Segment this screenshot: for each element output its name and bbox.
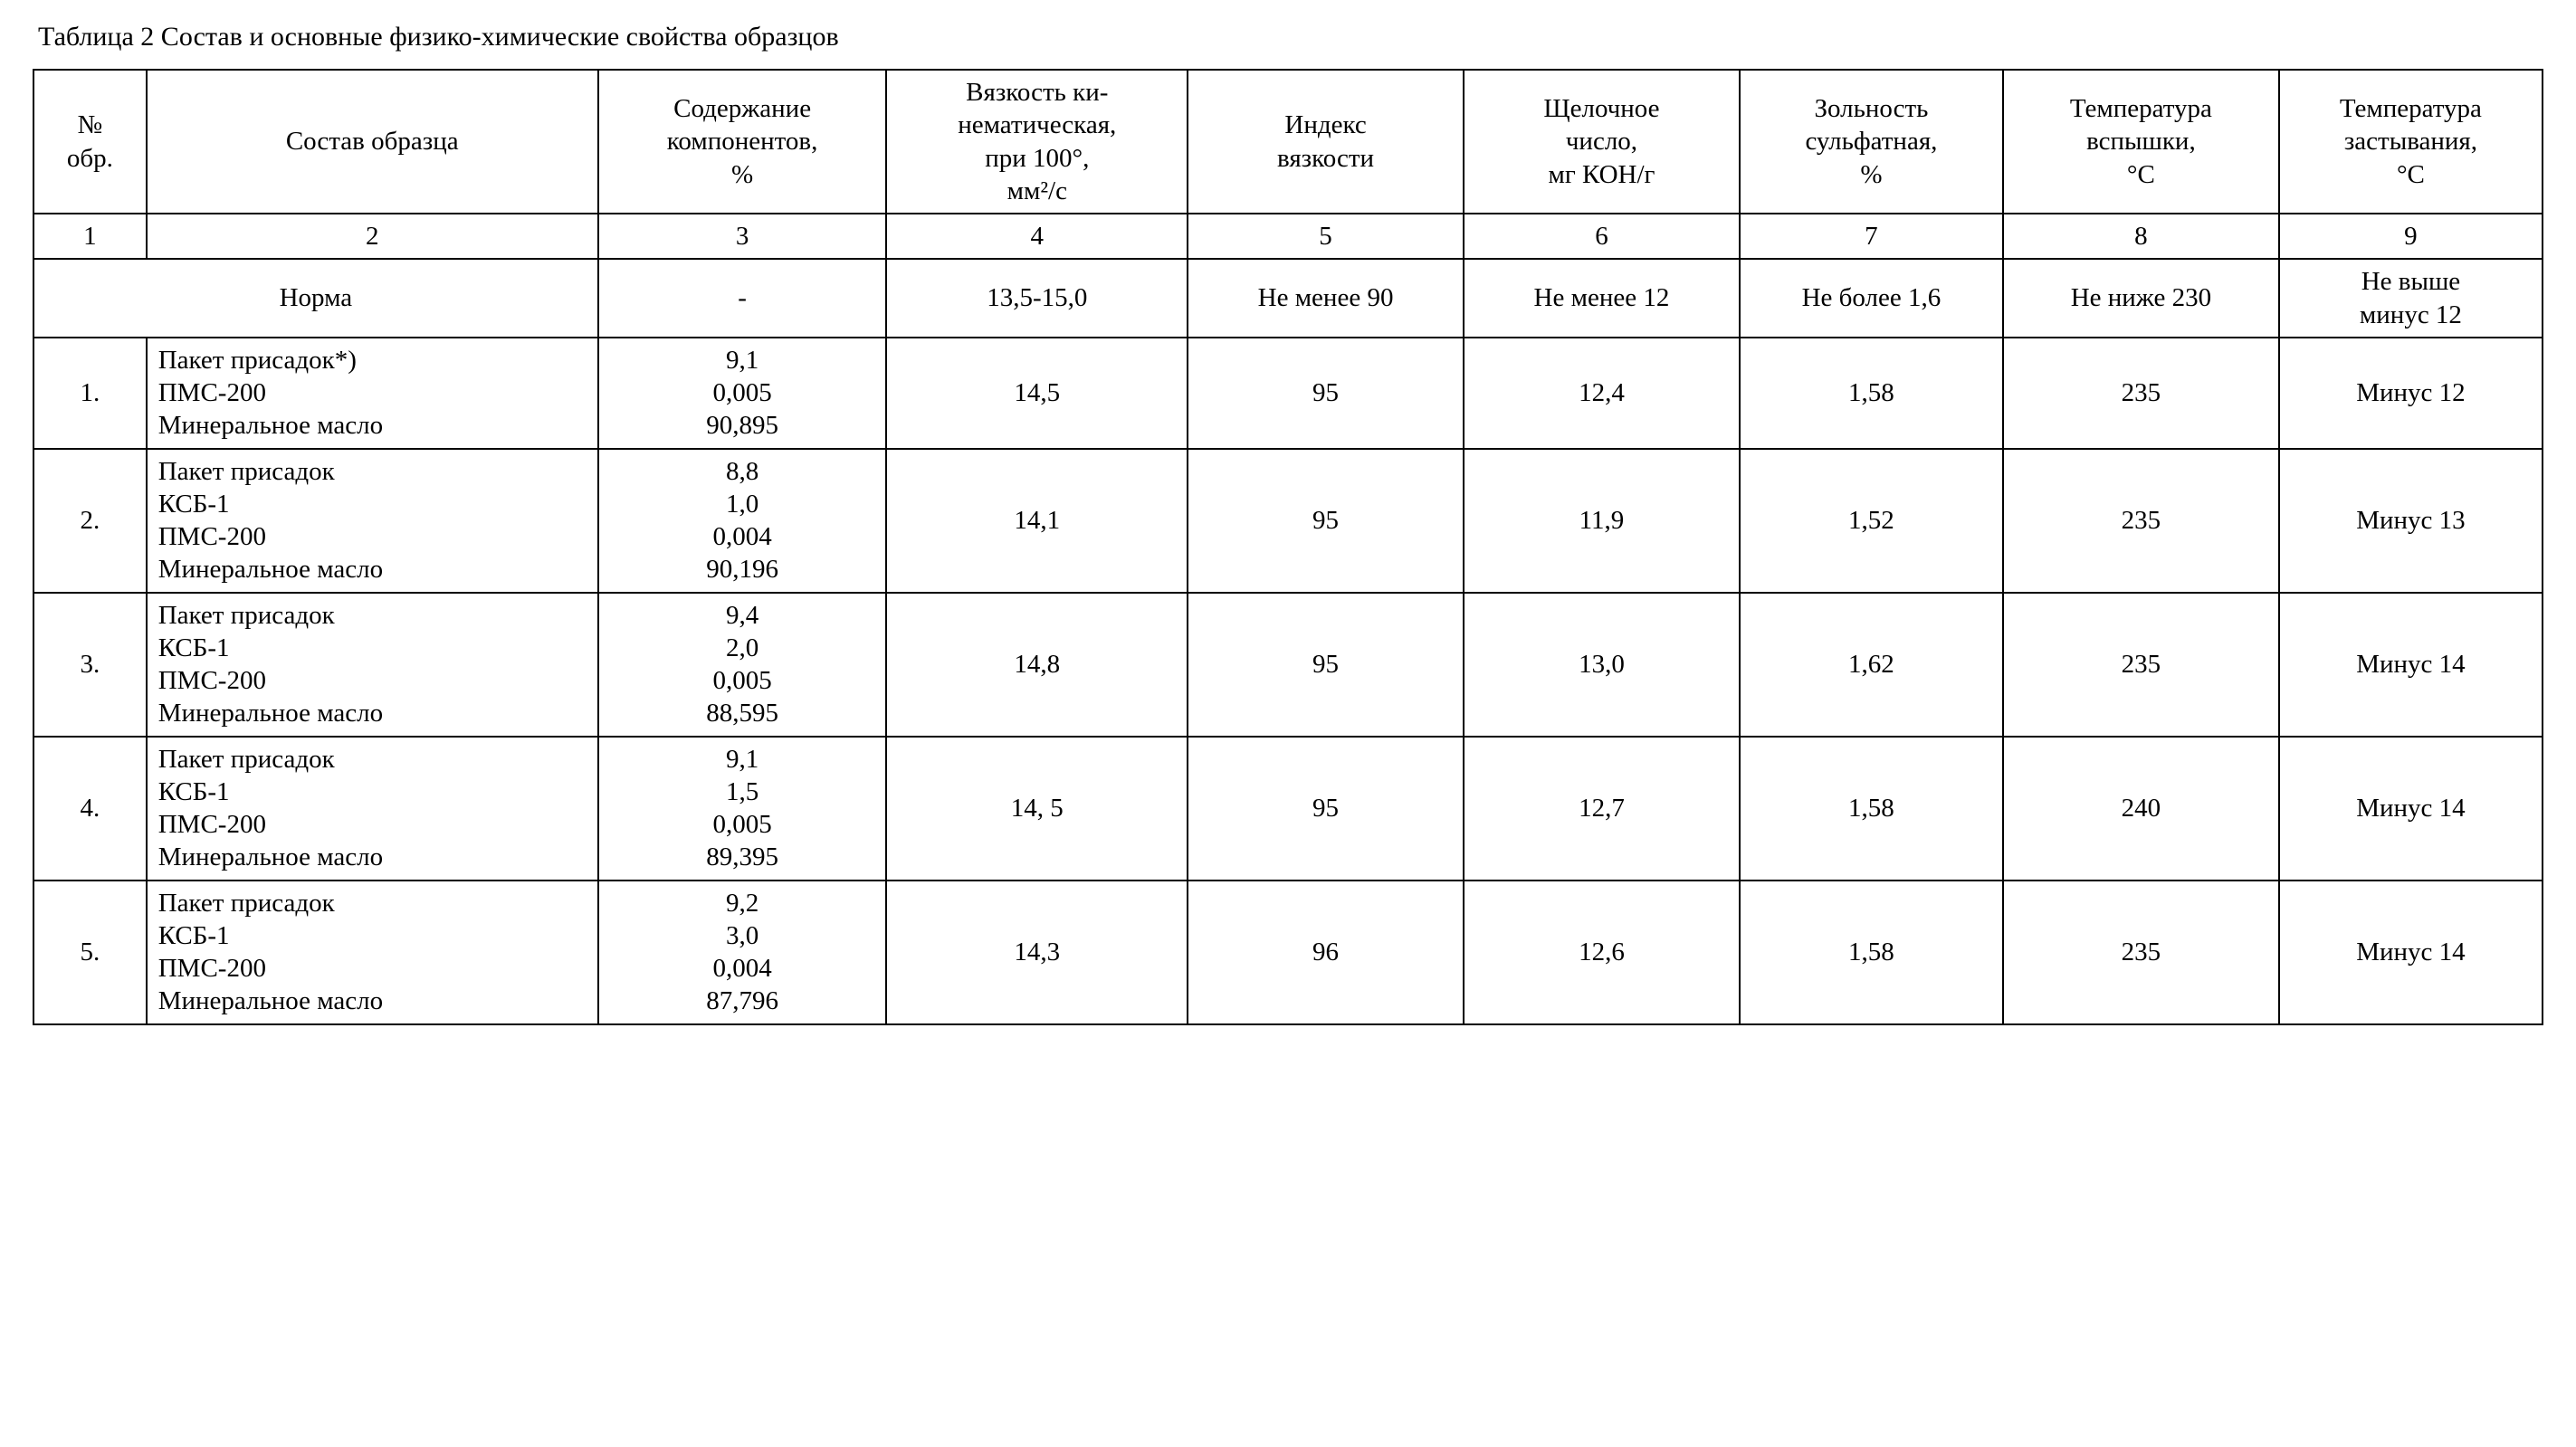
norm-c7: Не ниже 230: [2003, 259, 2279, 338]
row-composition: Пакет присадок*) ПМС-200 Минеральное мас…: [147, 338, 598, 449]
norm-c6: Не более 1,6: [1740, 259, 2003, 338]
table-row: 4.Пакет присадок КСБ-1 ПМС-200 Минеральн…: [33, 737, 2543, 881]
row-c5: 11,9: [1464, 449, 1740, 593]
table-header-row: № обр. Состав образца Содержание компоне…: [33, 70, 2543, 214]
row-content: 8,8 1,0 0,004 90,196: [598, 449, 887, 593]
row-c5: 12,4: [1464, 338, 1740, 449]
table-row: 1.Пакет присадок*) ПМС-200 Минеральное м…: [33, 338, 2543, 449]
table-row: 2.Пакет присадок КСБ-1 ПМС-200 Минеральн…: [33, 449, 2543, 593]
row-composition: Пакет присадок КСБ-1 ПМС-200 Минеральное…: [147, 449, 598, 593]
colnum-6: 6: [1464, 214, 1740, 259]
row-c3: 14,8: [886, 593, 1188, 737]
row-c7: 235: [2003, 338, 2279, 449]
colnum-9: 9: [2279, 214, 2543, 259]
row-c7: 235: [2003, 449, 2279, 593]
colnum-1: 1: [33, 214, 147, 259]
norm-c2: -: [598, 259, 887, 338]
row-c8: Минус 12: [2279, 338, 2543, 449]
row-c8: Минус 13: [2279, 449, 2543, 593]
table-row: 3.Пакет присадок КСБ-1 ПМС-200 Минеральн…: [33, 593, 2543, 737]
row-c5: 12,6: [1464, 881, 1740, 1024]
row-num: 1.: [33, 338, 147, 449]
col-header-alkaline: Щелочное число, мг КОН/г: [1464, 70, 1740, 214]
col-header-composition: Состав образца: [147, 70, 598, 214]
col-header-content: Содержание компонентов, %: [598, 70, 887, 214]
norm-c3: 13,5-15,0: [886, 259, 1188, 338]
row-c6: 1,52: [1740, 449, 2003, 593]
row-c4: 95: [1188, 593, 1464, 737]
row-content: 9,4 2,0 0,005 88,595: [598, 593, 887, 737]
row-c6: 1,62: [1740, 593, 2003, 737]
col-header-viscosity: Вязкость ки- нематическая, при 100°, мм²…: [886, 70, 1188, 214]
row-num: 5.: [33, 881, 147, 1024]
row-c5: 12,7: [1464, 737, 1740, 881]
row-content: 9,1 0,005 90,895: [598, 338, 887, 449]
table-row: 5.Пакет присадок КСБ-1 ПМС-200 Минеральн…: [33, 881, 2543, 1024]
row-c7: 240: [2003, 737, 2279, 881]
row-c3: 14,1: [886, 449, 1188, 593]
colnum-4: 4: [886, 214, 1188, 259]
colnum-5: 5: [1188, 214, 1464, 259]
row-c8: Минус 14: [2279, 881, 2543, 1024]
colnum-3: 3: [598, 214, 887, 259]
row-c7: 235: [2003, 593, 2279, 737]
row-content: 9,2 3,0 0,004 87,796: [598, 881, 887, 1024]
row-c4: 96: [1188, 881, 1464, 1024]
norm-label: Норма: [33, 259, 598, 338]
row-c4: 95: [1188, 737, 1464, 881]
row-c4: 95: [1188, 449, 1464, 593]
row-num: 2.: [33, 449, 147, 593]
row-composition: Пакет присадок КСБ-1 ПМС-200 Минеральное…: [147, 593, 598, 737]
col-header-ash: Зольность сульфатная, %: [1740, 70, 2003, 214]
row-composition: Пакет присадок КСБ-1 ПМС-200 Минеральное…: [147, 737, 598, 881]
row-composition: Пакет присадок КСБ-1 ПМС-200 Минеральное…: [147, 881, 598, 1024]
norm-c4: Не менее 90: [1188, 259, 1464, 338]
colnum-7: 7: [1740, 214, 2003, 259]
row-num: 3.: [33, 593, 147, 737]
row-c6: 1,58: [1740, 881, 2003, 1024]
row-c7: 235: [2003, 881, 2279, 1024]
col-header-flash: Температура вспышки, °С: [2003, 70, 2279, 214]
col-header-num: № обр.: [33, 70, 147, 214]
norm-c8: Не выше минус 12: [2279, 259, 2543, 338]
samples-table: № обр. Состав образца Содержание компоне…: [33, 69, 2543, 1025]
row-num: 4.: [33, 737, 147, 881]
row-c3: 14,5: [886, 338, 1188, 449]
norm-c5: Не менее 12: [1464, 259, 1740, 338]
table-norm-row: Норма - 13,5-15,0 Не менее 90 Не менее 1…: [33, 259, 2543, 338]
row-c5: 13,0: [1464, 593, 1740, 737]
table-number-row: 1 2 3 4 5 6 7 8 9: [33, 214, 2543, 259]
table-title: Таблица 2 Состав и основные физико-химич…: [38, 22, 2543, 52]
col-header-pour: Температура застывания, °С: [2279, 70, 2543, 214]
row-c6: 1,58: [1740, 737, 2003, 881]
row-c3: 14, 5: [886, 737, 1188, 881]
colnum-2: 2: [147, 214, 598, 259]
col-header-index: Индекс вязкости: [1188, 70, 1464, 214]
row-c3: 14,3: [886, 881, 1188, 1024]
colnum-8: 8: [2003, 214, 2279, 259]
page: Таблица 2 Состав и основные физико-химич…: [0, 0, 2576, 1047]
row-c4: 95: [1188, 338, 1464, 449]
row-content: 9,1 1,5 0,005 89,395: [598, 737, 887, 881]
row-c8: Минус 14: [2279, 593, 2543, 737]
row-c6: 1,58: [1740, 338, 2003, 449]
row-c8: Минус 14: [2279, 737, 2543, 881]
